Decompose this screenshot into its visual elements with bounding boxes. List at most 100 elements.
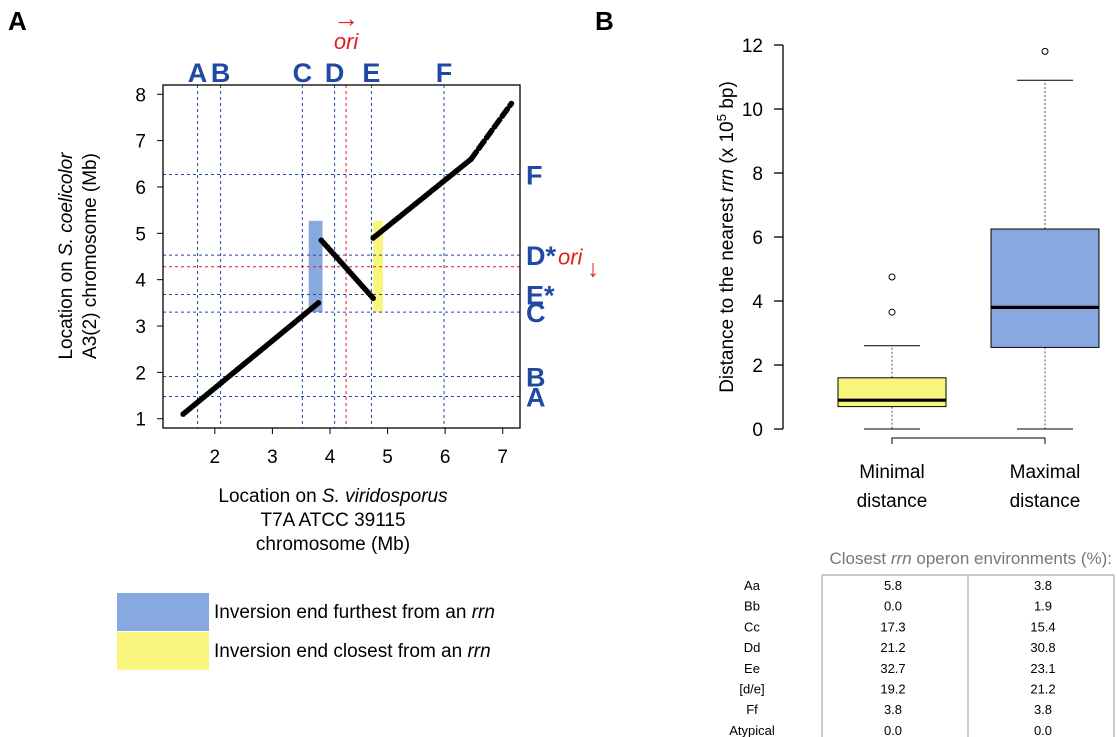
panel-letter-b: B	[595, 6, 614, 36]
category-label: distance	[1010, 491, 1081, 512]
table-cell-min: 0.0	[884, 723, 902, 737]
y-axis-label-part: S. coelicolor	[56, 152, 77, 256]
marker-label-top: A	[188, 58, 208, 88]
table-title-part: operon environments (%):	[912, 549, 1112, 568]
x-tick-label: 7	[497, 447, 508, 468]
legend-text-italic: rrn	[472, 602, 495, 623]
data-point	[508, 100, 515, 107]
table-cell-max: 3.8	[1034, 578, 1052, 593]
y-tick-label: 10	[742, 100, 763, 121]
data-point	[370, 295, 376, 302]
table-cell-min: 0.0	[884, 599, 902, 614]
inversion-end-closest	[373, 220, 383, 313]
outlier-point	[888, 308, 896, 316]
y-tick-label: 8	[752, 164, 763, 185]
table-row-label: [d/e]	[739, 682, 764, 697]
outlier-point	[1041, 47, 1049, 55]
y-tick-label: 7	[135, 132, 146, 153]
legend-text-italic: rrn	[467, 641, 490, 662]
table-row-label: Ff	[746, 702, 758, 717]
y-axis-label-part: bp)	[717, 81, 738, 114]
table-row-label: Cc	[744, 619, 760, 634]
table-title-part: rrn	[891, 549, 912, 568]
ori-top-arrow: →	[333, 3, 359, 33]
plot-frame	[162, 84, 521, 429]
y-axis-label-part: A3(2) chromosome (Mb)	[80, 153, 101, 359]
marker-label-top: C	[293, 58, 313, 88]
y-tick-label: 2	[752, 356, 763, 377]
y-axis-label-part: rrn	[717, 169, 738, 192]
legend-text: Inversion end closest from an	[214, 641, 467, 662]
y-tick-label: 0	[752, 420, 763, 441]
table-cell-max: 30.8	[1030, 640, 1055, 655]
y-axis-label-part: (x 10	[717, 121, 738, 169]
marker-label-right: B	[526, 363, 546, 393]
marker-label-top: E	[362, 58, 380, 88]
y-axis-label-part: Distance to the nearest	[717, 192, 738, 393]
panel-letter-a: A	[8, 6, 27, 36]
legend-swatch-closest	[117, 632, 209, 670]
outlier-point	[888, 273, 896, 281]
data-point	[315, 300, 322, 306]
x-axis-label: T7A ATCC 39115	[260, 510, 405, 531]
table-row-label: Bb	[744, 599, 760, 614]
table-row-label: Aa	[744, 578, 761, 593]
category-label: distance	[857, 491, 928, 512]
table-row-label: Ee	[744, 661, 760, 676]
y-axis-label-part: 5	[714, 114, 729, 121]
marker-label-right: F	[526, 160, 543, 190]
table-cell-min: 21.2	[880, 640, 905, 655]
x-axis-label-part: chromosome (Mb)	[256, 534, 410, 555]
marker-label-right: D*	[526, 241, 556, 271]
ori-top-label: ori	[334, 29, 360, 54]
y-axis-label-part: Location on	[56, 256, 77, 360]
y-axis-label: Distance to the nearest rrn (x 105 bp)	[714, 81, 739, 393]
table-cell-max: 21.2	[1030, 682, 1055, 697]
y-axis-label: A3(2) chromosome (Mb)	[80, 153, 101, 359]
marker-label-right: C	[526, 298, 546, 328]
marker-label-right: A	[526, 382, 546, 412]
table-cell-min: 3.8	[884, 702, 902, 717]
marker-label-right: E*	[526, 281, 555, 311]
x-axis-label: chromosome (Mb)	[256, 534, 410, 555]
y-tick-label: 1	[135, 410, 146, 431]
y-tick-label: 5	[135, 224, 146, 245]
x-axis-label-part: Location on	[218, 486, 322, 507]
category-label: Minimal	[859, 462, 924, 483]
x-tick-label: 6	[440, 447, 451, 468]
x-axis-label-part: S. viridosporus	[322, 486, 448, 507]
y-axis-label: Location on S. coelicolor	[56, 152, 77, 360]
table-row-label: Dd	[744, 640, 761, 655]
table-cell-min: 32.7	[880, 661, 905, 676]
y-tick-label: 4	[135, 271, 146, 292]
table-row-label: Atypical	[729, 723, 775, 737]
legend-swatch-furthest	[117, 593, 209, 631]
box-iqr	[837, 377, 947, 408]
x-tick-label: 5	[382, 447, 393, 468]
table-title: Closest rrn operon environments (%):	[829, 549, 1112, 568]
box-iqr	[990, 228, 1100, 348]
x-axis-bracket	[891, 437, 1046, 444]
y-tick-label: 12	[742, 36, 763, 57]
ori-right-label: ori	[558, 245, 584, 270]
legend-text: Inversion end furthest from an	[214, 602, 472, 623]
legend-label-furthest: Inversion end furthest from an rrn	[214, 602, 495, 623]
marker-label-top: F	[436, 58, 453, 88]
marker-label-top: B	[211, 58, 231, 88]
table-cell-max: 1.9	[1034, 599, 1052, 614]
table-cell-max: 3.8	[1034, 702, 1052, 717]
x-tick-label: 4	[325, 447, 336, 468]
table-cell-min: 17.3	[880, 619, 905, 634]
y-tick-label: 4	[752, 292, 763, 313]
category-label: Maximal	[1010, 462, 1081, 483]
table-cell-min: 5.8	[884, 578, 902, 593]
x-tick-label: 2	[210, 447, 221, 468]
x-axis-label: Location on S. viridosporus	[218, 486, 448, 507]
table-cell-max: 23.1	[1030, 661, 1055, 676]
legend-label-closest: Inversion end closest from an rrn	[214, 641, 491, 662]
table-title-part: Closest	[829, 549, 890, 568]
y-tick-label: 3	[135, 317, 146, 338]
y-tick-label: 6	[752, 228, 763, 249]
